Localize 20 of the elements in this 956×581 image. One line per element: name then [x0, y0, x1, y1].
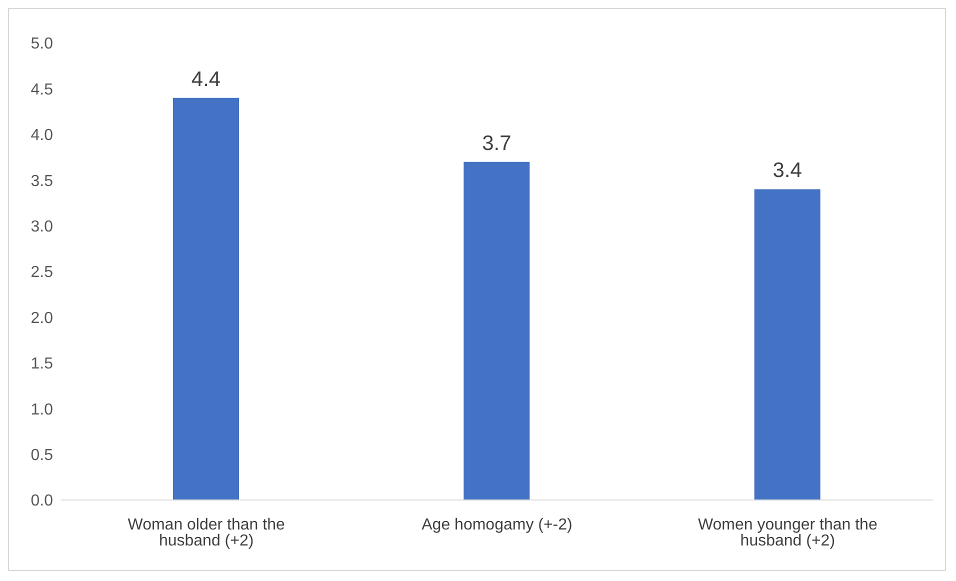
bar	[173, 98, 239, 500]
y-tick-label: 1.0	[30, 401, 54, 418]
y-tick-label: 1.5	[30, 356, 54, 373]
y-tick-label: 2.5	[30, 264, 54, 282]
data-label: 4.4	[191, 68, 221, 91]
y-tick-label: 0.0	[30, 492, 54, 510]
bar	[464, 162, 530, 500]
y-tick-label: 4.5	[30, 81, 54, 98]
data-label: 3.4	[772, 159, 802, 182]
y-tick-label: 5.0	[30, 36, 54, 53]
x-tick-label: Age homogamy (+-2)	[422, 516, 572, 534]
x-tick-label: Woman older than the husband (+2)	[128, 516, 285, 550]
x-tick-label: Women younger than the husband (+2)	[698, 516, 878, 550]
y-tick-label: 4.0	[30, 127, 54, 144]
y-tick-label: 3.5	[30, 172, 54, 190]
data-label: 3.7	[482, 132, 512, 155]
y-tick-label: 0.5	[30, 446, 54, 464]
bar	[754, 189, 820, 500]
y-tick-label: 3.0	[30, 218, 54, 236]
y-tick-label: 2.0	[30, 310, 54, 327]
